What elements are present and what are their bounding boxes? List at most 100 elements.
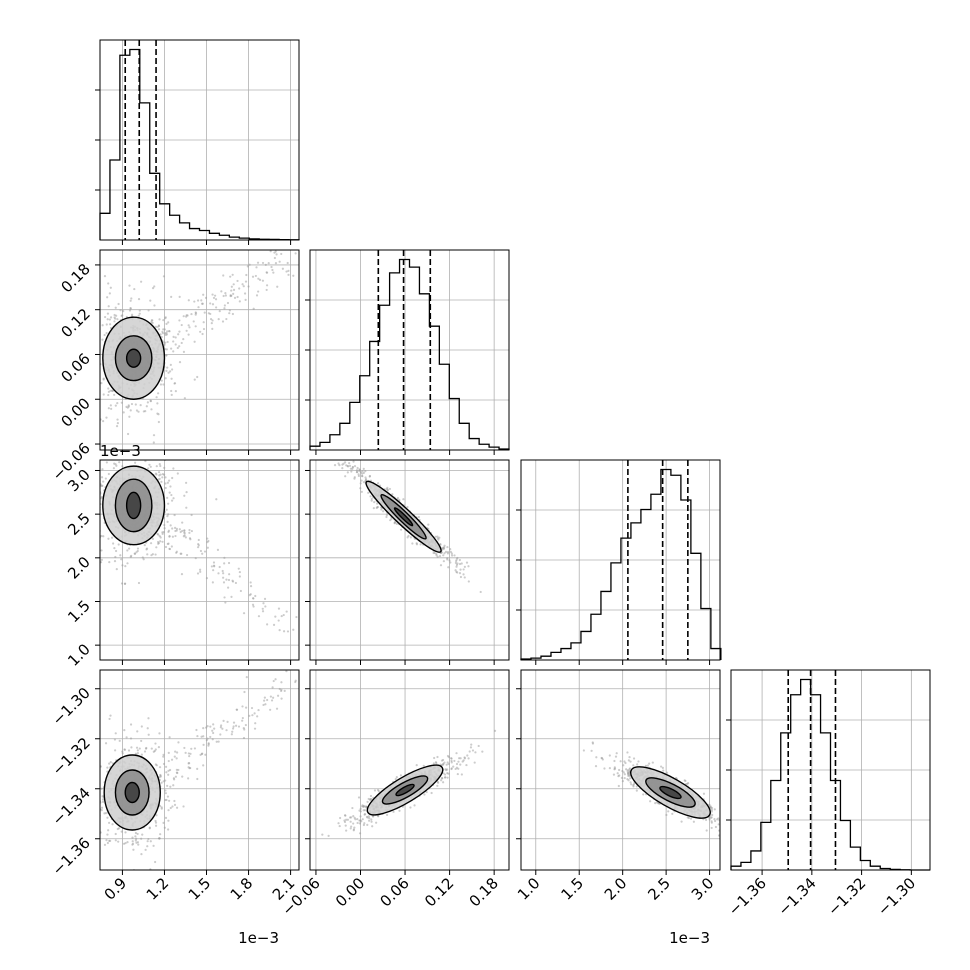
sample-point bbox=[136, 547, 140, 550]
sample-point bbox=[158, 766, 162, 769]
sample-point bbox=[174, 390, 177, 393]
sample-point bbox=[107, 390, 110, 393]
sample-point bbox=[167, 809, 170, 812]
sample-point bbox=[176, 751, 179, 754]
sample-point bbox=[179, 552, 182, 555]
sample-point bbox=[278, 260, 281, 263]
sample-point bbox=[155, 465, 158, 468]
sample-point bbox=[163, 466, 166, 469]
sample-point bbox=[257, 290, 260, 293]
sample-point bbox=[732, 825, 734, 827]
sample-point bbox=[352, 829, 355, 832]
sample-point bbox=[96, 779, 98, 781]
sample-point bbox=[89, 783, 91, 785]
sample-point bbox=[373, 500, 376, 504]
sample-point bbox=[725, 821, 727, 823]
sample-point bbox=[160, 335, 163, 339]
sample-point bbox=[161, 476, 164, 479]
sample-point bbox=[168, 491, 171, 494]
sample-point bbox=[94, 400, 96, 402]
sample-point bbox=[92, 526, 94, 528]
sample-point bbox=[454, 561, 457, 564]
sample-point bbox=[165, 369, 168, 373]
sample-point bbox=[467, 580, 470, 583]
sample-point bbox=[689, 817, 693, 820]
sample-point bbox=[199, 549, 203, 553]
x-tick-label: 1.2 bbox=[143, 874, 173, 904]
sample-point bbox=[108, 318, 111, 321]
sample-point bbox=[188, 531, 191, 534]
sample-point bbox=[129, 409, 132, 412]
sample-point bbox=[162, 762, 166, 766]
sample-point bbox=[710, 816, 713, 819]
sample-point bbox=[129, 737, 133, 740]
y-tick-label: 1.5 bbox=[64, 597, 94, 627]
sample-point bbox=[455, 762, 459, 766]
sample-point bbox=[144, 410, 147, 413]
density-contour-1 bbox=[125, 348, 142, 368]
sample-point bbox=[257, 615, 261, 618]
sample-point bbox=[166, 340, 169, 344]
sample-point bbox=[231, 312, 234, 316]
sample-point bbox=[265, 288, 268, 292]
sample-point bbox=[107, 393, 110, 397]
sample-point bbox=[362, 471, 365, 474]
sample-point bbox=[121, 465, 124, 468]
sample-point bbox=[651, 761, 654, 764]
sample-point bbox=[710, 810, 713, 813]
sample-point bbox=[126, 549, 129, 552]
sample-point bbox=[108, 560, 111, 564]
sample-point bbox=[129, 299, 132, 302]
sample-point bbox=[443, 773, 447, 776]
sample-point bbox=[304, 691, 306, 693]
sample-point bbox=[295, 615, 298, 619]
sample-point bbox=[714, 825, 718, 829]
sample-point bbox=[101, 468, 104, 471]
sample-point bbox=[167, 371, 170, 374]
sample-point bbox=[196, 767, 199, 770]
sample-point bbox=[353, 816, 356, 819]
sample-point bbox=[415, 764, 418, 767]
sample-point bbox=[147, 717, 150, 720]
sample-point bbox=[181, 775, 184, 778]
sample-point bbox=[170, 347, 173, 350]
sample-point bbox=[275, 707, 279, 710]
sample-point bbox=[270, 265, 273, 269]
sample-point bbox=[466, 754, 469, 757]
sample-point bbox=[360, 479, 363, 482]
sample-point bbox=[437, 781, 440, 784]
y-tick-label: 0.12 bbox=[57, 305, 93, 341]
sample-point bbox=[86, 510, 88, 512]
sample-point bbox=[202, 327, 206, 331]
sample-point bbox=[614, 755, 618, 758]
sample-point bbox=[67, 779, 69, 781]
sample-point bbox=[150, 320, 153, 324]
sample-point bbox=[463, 757, 467, 760]
sample-point bbox=[170, 499, 174, 502]
sample-point bbox=[121, 752, 124, 755]
sample-point bbox=[468, 750, 471, 753]
sample-point bbox=[96, 824, 98, 826]
sample-point bbox=[151, 286, 155, 290]
sample-point bbox=[448, 559, 451, 562]
sample-point bbox=[212, 723, 215, 726]
sample-point bbox=[91, 540, 93, 542]
sample-point bbox=[343, 820, 347, 824]
sample-point bbox=[257, 708, 260, 712]
sample-point bbox=[175, 550, 178, 553]
sample-point bbox=[351, 467, 354, 471]
density-contour-1 bbox=[125, 491, 142, 520]
scatter-panel-p1-p2 bbox=[310, 460, 509, 660]
sample-point bbox=[113, 320, 116, 323]
sample-point bbox=[239, 589, 242, 593]
sample-point bbox=[321, 833, 324, 836]
sample-point bbox=[122, 411, 125, 414]
sample-point bbox=[152, 844, 155, 847]
sample-point bbox=[363, 809, 367, 812]
sample-point bbox=[165, 348, 168, 351]
sample-point bbox=[97, 533, 99, 535]
sample-point bbox=[183, 531, 186, 534]
sample-point bbox=[182, 315, 185, 318]
scatter-panel-p0-p1 bbox=[94, 250, 299, 450]
